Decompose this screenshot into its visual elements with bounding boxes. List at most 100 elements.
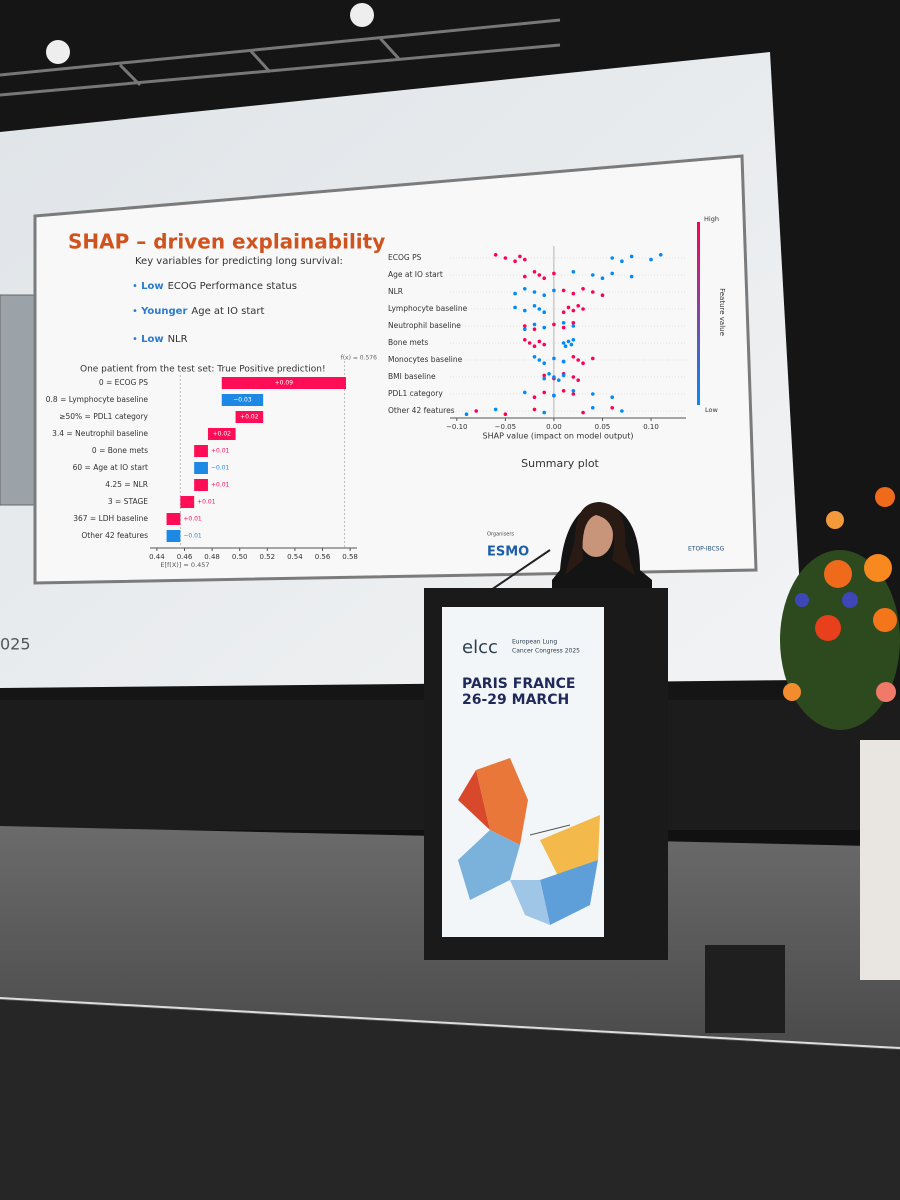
category-label: 367 = LDH baseline (73, 514, 148, 523)
podium-congress: European Lung (512, 639, 557, 646)
shap-point (600, 276, 605, 281)
value-label: +0.01 (197, 499, 216, 506)
slide-title: SHAP – driven explainability (68, 230, 385, 254)
shap-point (532, 407, 537, 412)
category-label: Other 42 features (81, 531, 148, 540)
category-label: 3.4 = Neutrophil baseline (52, 429, 148, 438)
shap-point (542, 276, 547, 281)
shap-point (542, 376, 547, 381)
shap-point (561, 288, 566, 293)
category-label: ≥50% = PDL1 category (59, 412, 148, 421)
category-label: 4.25 = NLR (105, 480, 148, 489)
waterfall-bar (194, 462, 208, 474)
shap-point (561, 389, 566, 393)
waterfall-bar (166, 513, 181, 525)
value-label: +0.09 (275, 380, 294, 387)
podium-dates: 26-29 MARCH (462, 692, 569, 708)
shap-point (474, 409, 479, 413)
shap-point (581, 287, 585, 291)
value-label: +0.01 (183, 516, 202, 523)
organisers: Organisers (487, 532, 514, 538)
shap-point (576, 378, 580, 383)
bullet: • Low NLR (132, 334, 188, 345)
shap-point (513, 291, 517, 296)
base-label: E[f(X)] = 0.457 (160, 561, 209, 569)
shap-point (590, 406, 595, 410)
shap-point (493, 253, 498, 257)
waterfall-bar (194, 445, 208, 457)
category-label: Age at IO start (388, 270, 443, 279)
shap-point (464, 412, 469, 417)
x-tick-label: 0.10 (643, 423, 659, 431)
shap-point (561, 341, 566, 345)
value-label: −0.01 (183, 533, 202, 540)
shap-point (522, 287, 527, 291)
shap-point (566, 339, 571, 344)
shap-point (503, 412, 508, 417)
category-label: ECOG PS (388, 253, 422, 262)
x-tick-label: 0.00 (546, 423, 562, 431)
speaker-face (579, 513, 613, 557)
x-tick-label: 0.05 (595, 423, 611, 431)
value-label: −0.03 (233, 397, 252, 404)
podium-congress: Cancer Congress 2025 (512, 648, 580, 655)
x-tick-label: 0.58 (342, 553, 358, 561)
stage-front (0, 1000, 900, 1200)
shap-point (658, 253, 663, 257)
x-tick-label: 0.50 (232, 553, 248, 561)
speaker-hair (565, 502, 635, 575)
shap-point (620, 409, 624, 413)
shap-point (552, 393, 556, 398)
category-label: 0.8 = Lymphocyte baseline (46, 395, 149, 404)
x-tick-label: 0.54 (287, 553, 303, 561)
category-label: Lymphocyte baseline (388, 304, 468, 313)
shap-point (590, 356, 595, 361)
colorbar-low: Low (705, 406, 718, 414)
shap-point (547, 372, 551, 376)
colorbar-label: Feature value (718, 288, 726, 336)
shap-point (522, 327, 527, 332)
shap-point (561, 325, 566, 330)
shap-point (542, 310, 547, 315)
shap-point (522, 324, 527, 328)
shap-point (532, 327, 537, 332)
shap-point (571, 375, 576, 379)
x-tick-label: 0.44 (149, 553, 165, 561)
shap-point (581, 361, 585, 366)
patient-note: One patient from the test set: True Posi… (80, 365, 326, 375)
shap-point (600, 293, 605, 298)
flowers (780, 487, 900, 730)
value-label: +0.01 (211, 448, 230, 455)
shap-point (561, 321, 566, 325)
shap-point (537, 339, 542, 344)
shap-point (552, 375, 556, 379)
value-label: +0.02 (240, 414, 259, 421)
truss (0, 18, 561, 97)
butterfly (458, 758, 600, 925)
shap-point (532, 270, 537, 274)
shap-point (522, 390, 527, 395)
slide (33, 154, 758, 585)
shap-point (552, 288, 556, 293)
bullets: • Low ECOG Performance status • Younger Ag… (132, 281, 297, 345)
shap-point (610, 271, 614, 276)
shap-point (620, 259, 624, 264)
shap-point (590, 290, 595, 294)
colorbar-high: High (704, 215, 719, 223)
x-tick-label: 0.56 (315, 553, 331, 561)
slide-intro: Key variables for predicting long surviv… (135, 256, 343, 267)
vase (860, 740, 900, 980)
shap-point (571, 321, 576, 325)
bullet: • Younger Age at IO start (132, 306, 265, 317)
shap-point (649, 257, 653, 262)
shap-point (556, 378, 561, 383)
shap-point (571, 308, 576, 313)
shap-point (610, 395, 614, 400)
category-label: NLR (388, 287, 403, 296)
output-label: f(x) = 0.576 (341, 355, 378, 362)
category-label: 60 = Age at IO start (73, 463, 148, 472)
podium-brand: elcc (462, 637, 498, 658)
spotlight (350, 3, 374, 27)
shap-point (542, 390, 547, 395)
shap-point (629, 274, 634, 279)
